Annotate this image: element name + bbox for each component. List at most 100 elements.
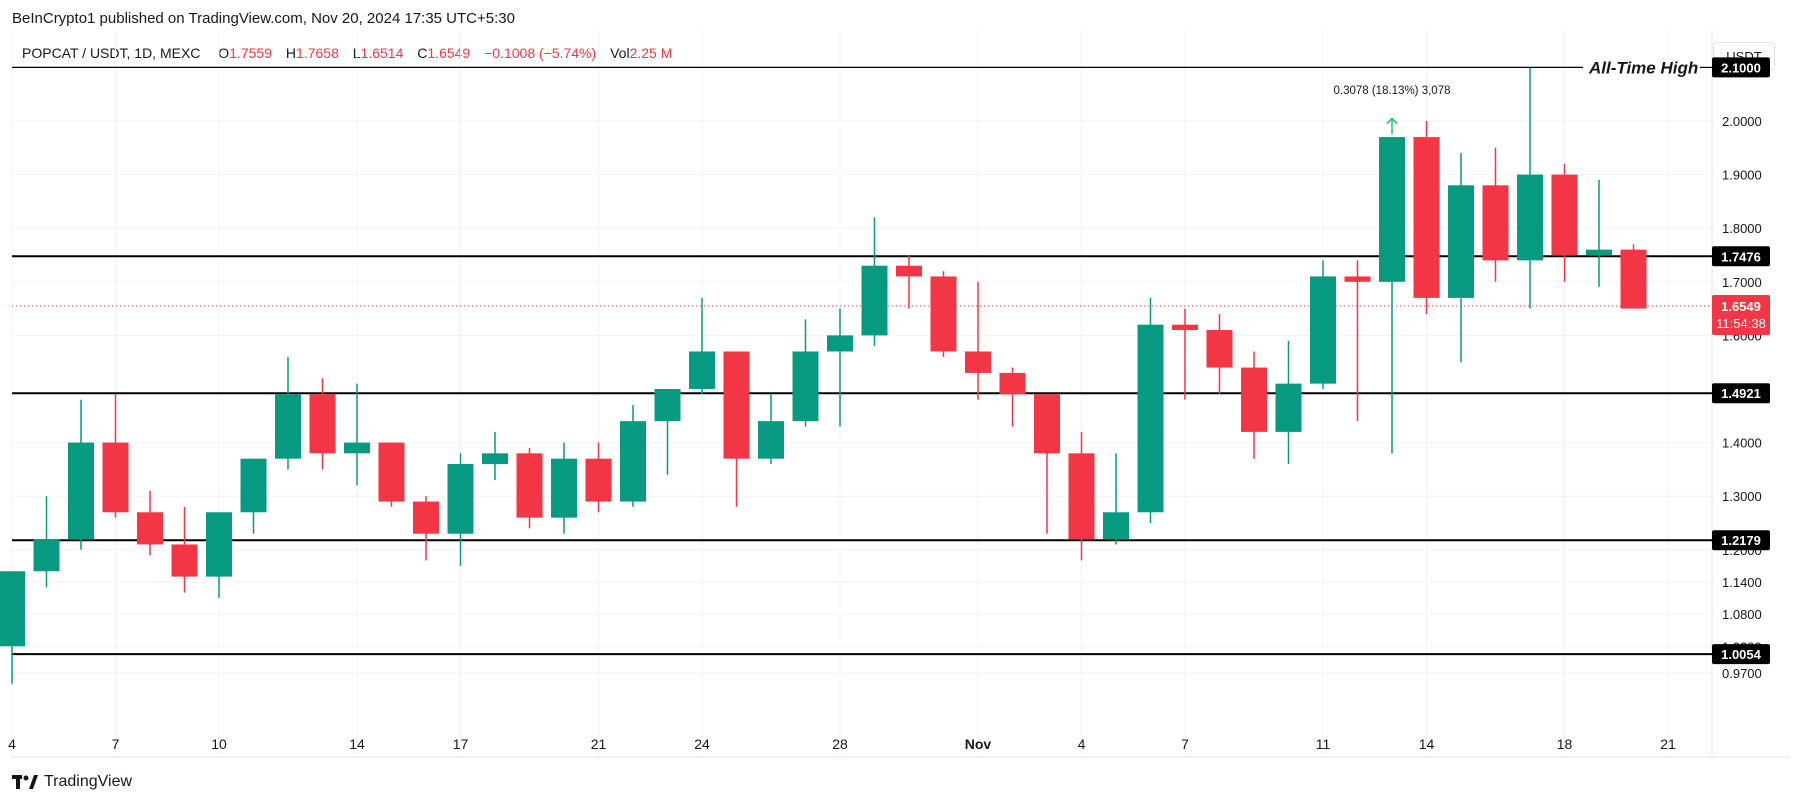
level-price-label: 1.2179	[1721, 533, 1761, 548]
candle-body	[620, 421, 646, 502]
x-tick-label: 14	[1419, 736, 1435, 752]
candle-body	[1517, 174, 1543, 261]
candle-body	[1172, 324, 1198, 331]
brand-label: TradingView	[44, 773, 133, 790]
y-tick-label: 1.4000	[1722, 436, 1762, 451]
open-label: O	[218, 45, 230, 61]
candle-body	[447, 464, 474, 534]
level-price-tag	[1712, 57, 1770, 78]
x-tick-label: 18	[1557, 736, 1573, 752]
candle-body	[1551, 174, 1578, 255]
candle-body	[102, 442, 129, 513]
candle-body	[896, 265, 922, 277]
candle-body	[516, 453, 543, 518]
tradingview-brand[interactable]: TradingView	[12, 773, 132, 791]
x-tick-label: 28	[832, 736, 848, 752]
candle-body	[551, 458, 577, 518]
x-tick-label: 10	[211, 736, 227, 752]
level-price-tag	[1712, 530, 1770, 551]
candle-body	[1620, 249, 1647, 309]
candle-body	[1448, 185, 1474, 298]
measure-arrow-icon	[1386, 117, 1398, 135]
measure-annotation: 0.3078 (18.13%) 3,078	[1333, 85, 1450, 97]
countdown-label: 11:54:38	[1716, 316, 1766, 331]
candle-body	[413, 501, 439, 534]
symbol-name[interactable]: POPCAT / USDT, 1D, MEXC	[22, 45, 201, 61]
x-tick-label: 17	[453, 736, 469, 752]
candle-body	[482, 453, 508, 465]
candle-body	[275, 394, 301, 459]
candle-body	[585, 458, 612, 502]
candle-body	[861, 265, 888, 336]
candle-body	[1379, 137, 1405, 282]
y-tick-label: 1.1400	[1722, 575, 1762, 590]
candle-body	[723, 351, 750, 459]
candle-body	[827, 335, 853, 352]
high-label: H	[285, 45, 297, 61]
candle-body	[1206, 330, 1233, 368]
close-label: C	[417, 45, 428, 61]
x-tick-label: 4	[1078, 736, 1086, 752]
candle-body	[689, 351, 715, 389]
x-tick-label: 21	[1660, 736, 1676, 752]
candle-body	[171, 544, 198, 577]
y-tick-label: 2.0000	[1722, 114, 1762, 129]
x-tick-label: 7	[1181, 736, 1189, 752]
candle-body	[1137, 324, 1164, 513]
candle-body	[1413, 137, 1440, 298]
x-tick-label: Nov	[965, 736, 992, 752]
candle-body	[240, 458, 267, 513]
candle-body	[33, 539, 60, 572]
level-price-label: 1.0054	[1721, 647, 1762, 662]
y-tick-label: 1.8000	[1722, 221, 1762, 236]
level-annotation: All-Time High	[1588, 58, 1698, 77]
x-tick-label: 14	[349, 736, 365, 752]
candle-body	[1482, 185, 1509, 261]
candle-body	[758, 421, 784, 459]
low-value: 1.6514	[360, 45, 404, 61]
level-price-tag	[1712, 644, 1770, 665]
symbol-legend: POPCAT / USDT, 1D, MEXC O1.7559 H1.7658 …	[22, 45, 672, 61]
candle-body	[930, 276, 957, 352]
candle-body	[68, 442, 94, 540]
change-value: −0.1008 (−5.74%)	[484, 45, 597, 61]
y-tick-label: 1.7000	[1722, 275, 1762, 290]
x-tick-label: 21	[591, 736, 607, 752]
candle-body	[1241, 367, 1267, 432]
candle-body	[309, 394, 336, 454]
level-price-tag	[1712, 246, 1770, 267]
x-tick-label: 24	[694, 736, 710, 752]
volume-value: 2.25 M	[629, 45, 673, 61]
publisher-line: BeInCrypto1 published on TradingView.com…	[12, 10, 515, 27]
level-price-label: 1.4921	[1721, 386, 1761, 401]
level-price-label: 2.1000	[1721, 60, 1761, 75]
candle-body	[792, 351, 819, 422]
candle-body	[1068, 453, 1095, 540]
level-price-tag	[1712, 383, 1770, 404]
y-tick-label: 1.3000	[1722, 489, 1762, 504]
last-price-label: 1.6549	[1721, 299, 1761, 314]
candle-body	[1344, 276, 1371, 282]
candle-body	[999, 372, 1026, 395]
close-value: 1.6549	[427, 45, 471, 61]
candle-body	[1586, 249, 1612, 255]
last-price-tag	[1712, 294, 1770, 335]
candle-body	[1310, 276, 1336, 384]
y-tick-label: 0.9700	[1722, 666, 1762, 681]
candle-body	[137, 512, 163, 545]
x-tick-label: 4	[8, 736, 16, 752]
candle-body	[344, 442, 370, 454]
x-tick-label: 7	[112, 736, 120, 752]
candle-body	[965, 351, 991, 373]
candle-body	[378, 442, 405, 502]
volume-label: Vol	[610, 45, 630, 61]
y-tick-label: 1.0800	[1722, 607, 1762, 622]
x-tick-label: 11	[1316, 736, 1331, 752]
level-price-label: 1.7476	[1721, 249, 1761, 264]
high-value: 1.7658	[296, 45, 339, 61]
candle-body	[0, 571, 25, 647]
candle-body	[1103, 512, 1129, 540]
candle-body	[206, 512, 232, 577]
candle-body	[1275, 383, 1302, 432]
